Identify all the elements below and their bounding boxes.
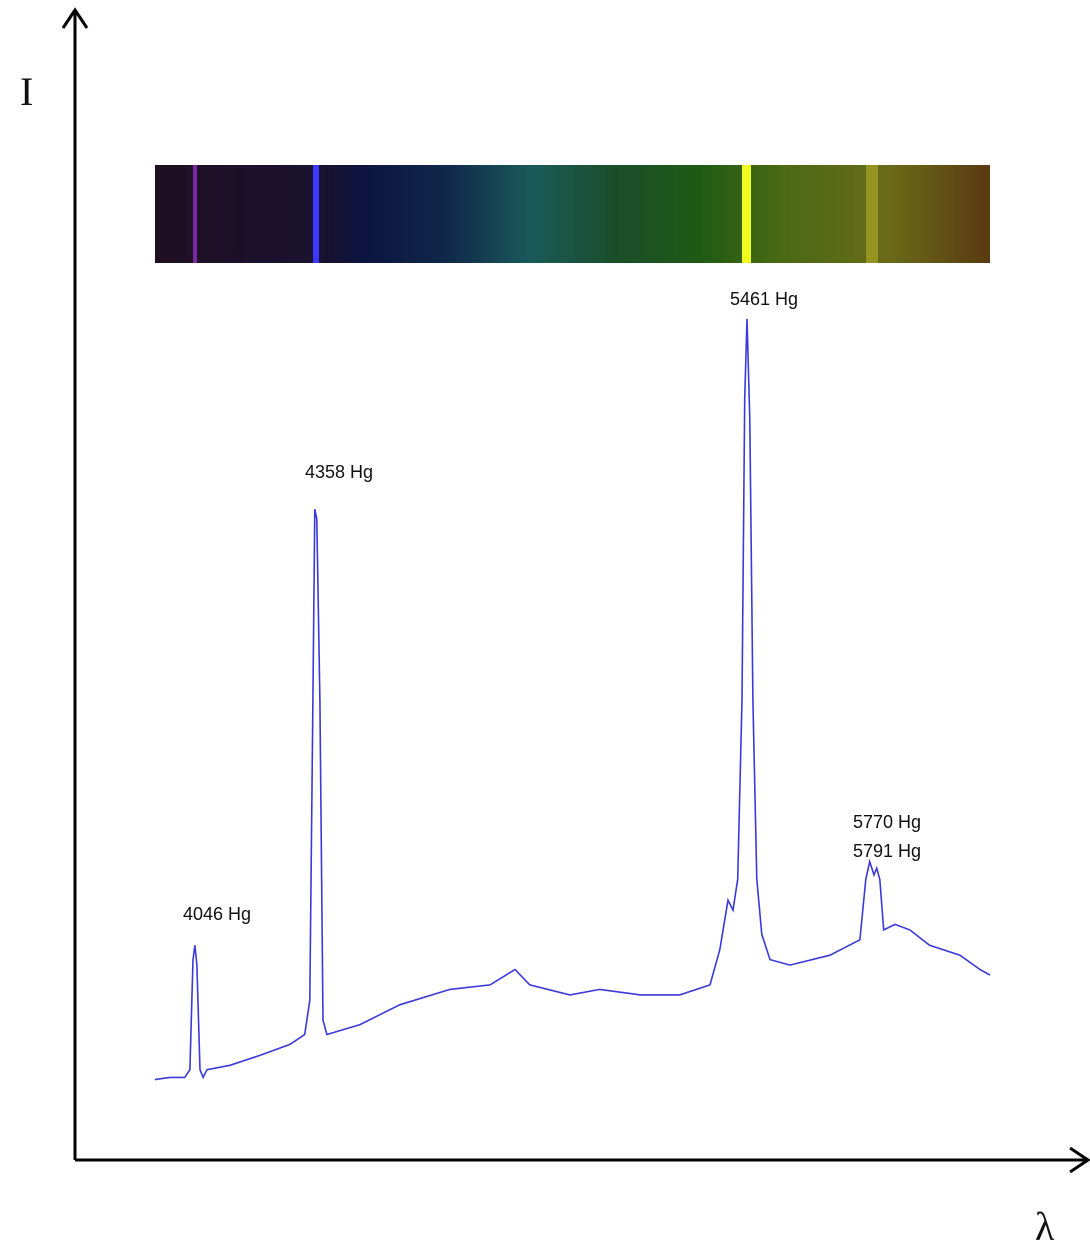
peak-label: 5770 Hg <box>853 812 921 832</box>
y-axis-label: I <box>20 69 33 114</box>
peak-label: 4046 Hg <box>183 904 251 924</box>
spectrum-line <box>155 319 990 1080</box>
chart: I λ 4046 Hg 4358 Hg 5461 Hg 5770 Hg 5791 Hg <box>0 0 1090 1252</box>
peak-label: 4358 Hg <box>305 462 373 482</box>
peak-label: 5461 Hg <box>730 289 798 309</box>
spectrum-strip <box>155 165 990 263</box>
x-axis-label: λ <box>1035 1204 1055 1249</box>
peak-label: 5791 Hg <box>853 841 921 861</box>
